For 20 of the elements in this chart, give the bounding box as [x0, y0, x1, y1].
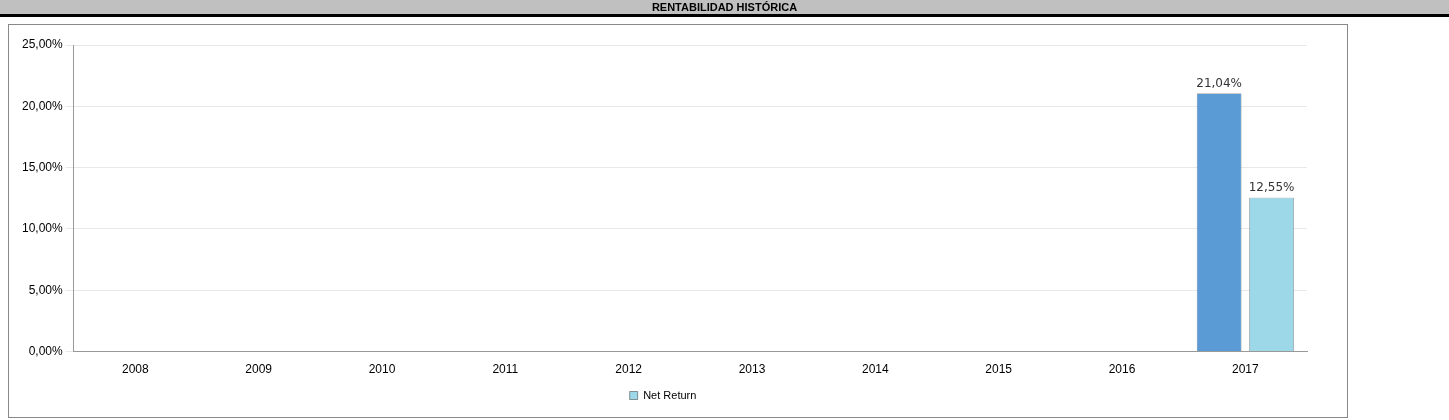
x-tick-label: 2010 [368, 362, 396, 377]
y-tick-label: 25,00% [22, 37, 64, 52]
x-tick-label: 2011 [492, 362, 519, 377]
x-tick-label: 2016 [1108, 362, 1136, 377]
data-label: 21,04% [1196, 75, 1243, 90]
x-tick-label: 2009 [245, 362, 273, 377]
x-tick-label: 2017 [1231, 362, 1259, 377]
y-tick-label: 5,00% [28, 282, 64, 297]
x-tick-label: 2015 [985, 362, 1013, 377]
y-tick-label: 10,00% [22, 221, 64, 236]
y-tick-label: 0,00% [28, 343, 64, 358]
x-tick-label: 2008 [122, 362, 150, 377]
chart-title: RENTABILIDAD HISTÓRICA [0, 0, 1449, 17]
data-label: 12,55% [1248, 179, 1295, 194]
y-tick-label: 15,00% [22, 159, 64, 174]
y-tick-label: 20,00% [22, 98, 64, 113]
x-tick-label: 2014 [861, 362, 890, 377]
legend-label: Net Return [643, 388, 697, 401]
x-tick-label: 2013 [738, 362, 766, 377]
x-tick-label: 2012 [615, 362, 643, 377]
